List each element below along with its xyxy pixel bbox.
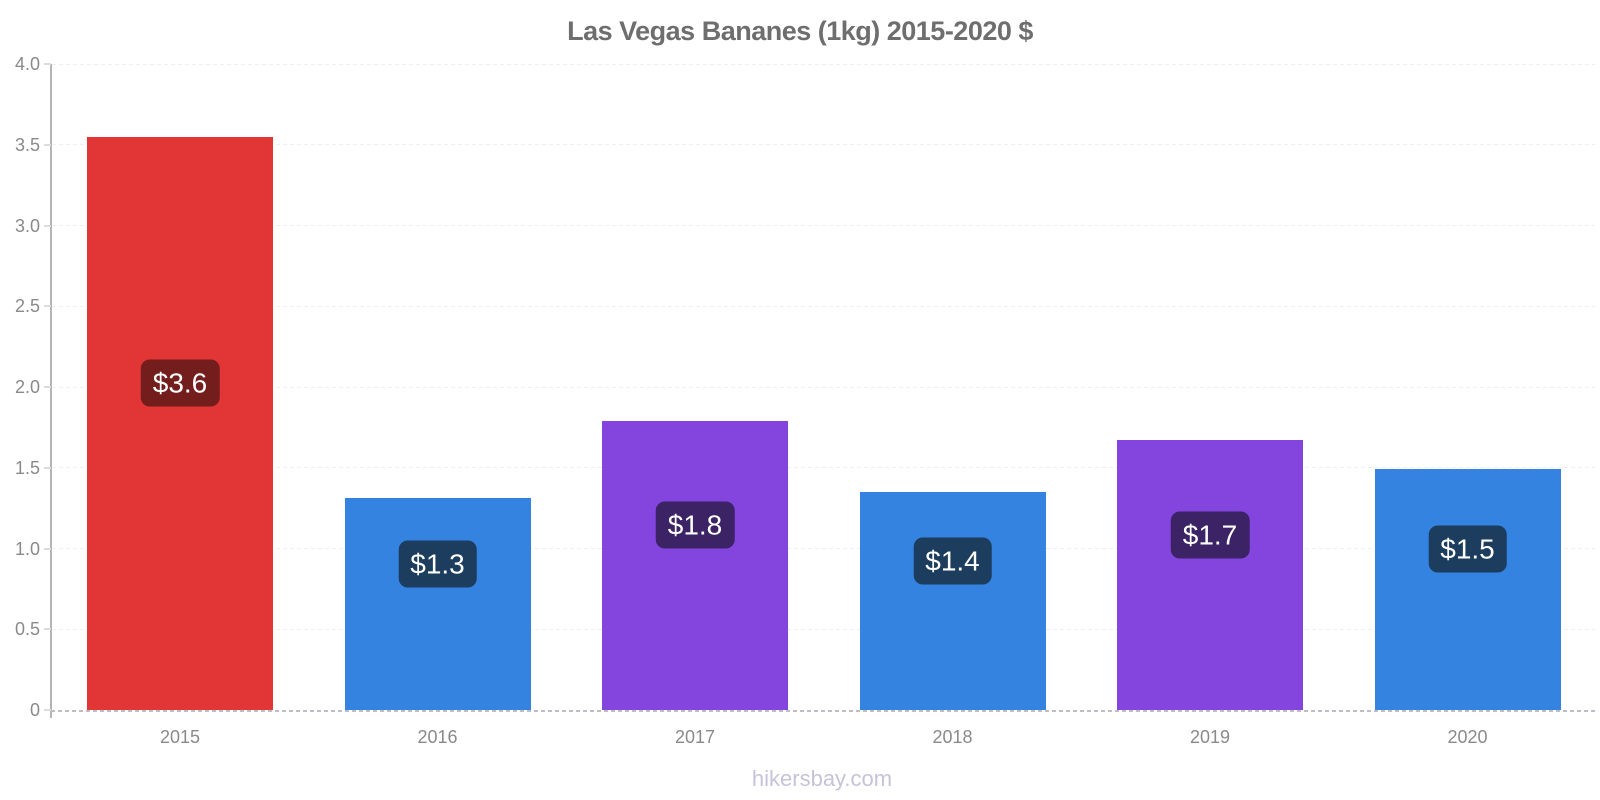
- y-axis-label-1.5: 1.5: [14, 457, 40, 478]
- gridline-0.5: [52, 628, 1595, 630]
- x-axis-label-2017: 2017: [674, 727, 716, 747]
- y-tick-mark-1.0: [44, 547, 51, 550]
- y-axis-label-2.0: 2.0: [14, 377, 40, 397]
- y-axis-line: [50, 64, 52, 718]
- value-label-2017: $1.8: [655, 501, 735, 549]
- y-tick-mark-2.0: [44, 386, 51, 388]
- y-axis-label-3.0: 3.0: [14, 215, 40, 236]
- y-tick-mark-0: [44, 709, 51, 711]
- y-tick-mark-4.0: [44, 63, 51, 65]
- x-axis-label-2016: 2016: [417, 727, 458, 747]
- bar-2019[interactable]: [1117, 440, 1303, 710]
- value-label-2015: $3.6: [140, 359, 220, 407]
- value-label-2020: $1.5: [1428, 525, 1507, 573]
- value-label-2018: $1.4: [913, 537, 992, 585]
- bar-2020[interactable]: [1374, 469, 1561, 710]
- gridline-2.5: [52, 305, 1595, 307]
- y-axis-label-2.5: 2.5: [14, 296, 40, 317]
- x-axis-label-2020: 2020: [1447, 727, 1488, 747]
- x-axis-label-2018: 2018: [932, 727, 973, 747]
- y-axis-label-1.0: 1.0: [14, 538, 40, 559]
- bar-2015[interactable]: [87, 136, 273, 710]
- y-tick-mark-0.5: [44, 628, 51, 631]
- x-axis-label-2015: 2015: [159, 727, 201, 747]
- y-tick-mark-2.5: [44, 305, 51, 308]
- footer-watermark: hikersbay.com: [751, 766, 893, 791]
- gridline-1.5: [52, 467, 1595, 469]
- y-axis-label-0: 0: [29, 700, 40, 720]
- y-axis-label-4.0: 4.0: [14, 54, 40, 74]
- bar-2017[interactable]: [602, 420, 788, 710]
- y-axis-label-3.5: 3.5: [14, 134, 40, 155]
- gridline-4.0: [52, 63, 1595, 65]
- gridline-3.0: [52, 225, 1595, 226]
- bar-2018[interactable]: [859, 491, 1046, 710]
- gridline-2.0: [52, 386, 1595, 388]
- x-axis-baseline: [51, 710, 1595, 712]
- gridline-3.5: [52, 144, 1595, 146]
- chart-title: Las Vegas Bananes (1kg) 2015-2020 $: [567, 16, 1033, 46]
- y-axis-label-0.5: 0.5: [14, 619, 40, 640]
- bar-2016[interactable]: [344, 498, 531, 710]
- y-tick-mark-3.5: [44, 143, 51, 146]
- y-tick-mark-1.5: [44, 466, 51, 469]
- gridline-1.0: [52, 548, 1595, 549]
- value-label-2019: $1.7: [1170, 511, 1250, 559]
- x-axis-label-2019: 2019: [1189, 727, 1231, 747]
- y-tick-mark-3.0: [44, 224, 51, 227]
- value-label-2016: $1.3: [398, 540, 477, 588]
